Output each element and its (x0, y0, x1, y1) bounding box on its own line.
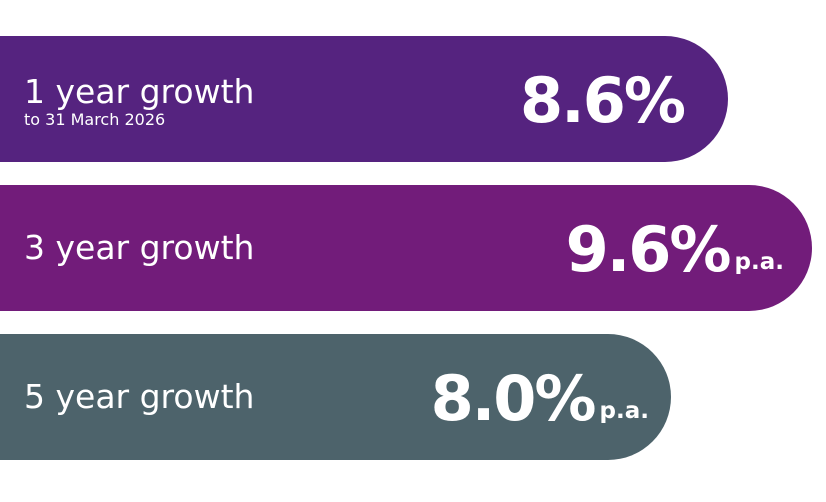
bar-value: 9.6% (565, 213, 732, 286)
bar-value-block: 8.0% p.a. (431, 334, 649, 460)
bar-label: 1 year growth (24, 72, 255, 111)
bar-value-suffix: p.a. (734, 249, 784, 275)
bar-label-block: 5 year growth (24, 334, 254, 460)
bar-value-suffix: p.a. (599, 398, 649, 424)
bar-label-block: 3 year growth (24, 185, 254, 311)
bar-value: 8.6% (520, 64, 686, 137)
bar-label-block: 1 year growth to 31 March 2026 (24, 36, 254, 164)
bar-value-block: 8.6% (520, 36, 686, 162)
bar-3-year-growth: 3 year growth 9.6% p.a. (0, 185, 812, 311)
bar-1-year-growth: 1 year growth to 31 March 2026 8.6% (0, 36, 728, 162)
bar-label: 3 year growth (24, 228, 255, 267)
bar-5-year-growth: 5 year growth 8.0% p.a. (0, 334, 671, 460)
bar-value: 8.0% (430, 362, 597, 435)
bar-label: 5 year growth (24, 377, 255, 416)
bar-sublabel: to 31 March 2026 (24, 110, 166, 129)
bar-value-block: 9.6% p.a. (566, 185, 784, 311)
